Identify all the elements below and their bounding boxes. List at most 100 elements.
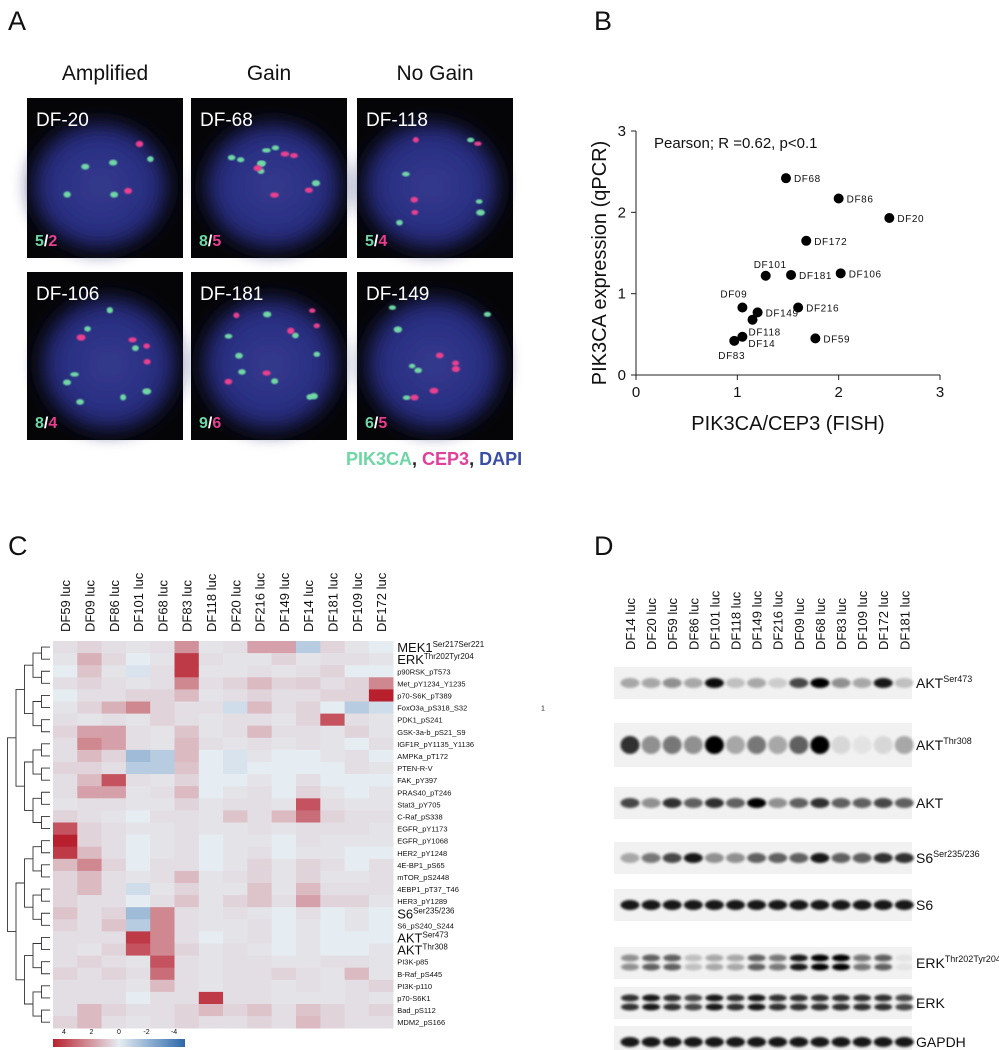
fish-signal [109, 159, 118, 166]
band [874, 1003, 893, 1011]
heatmap-cell [296, 737, 321, 751]
heatmap-cell [368, 725, 394, 739]
pink-count: 5 [212, 233, 221, 250]
heatmap-cell [53, 931, 78, 944]
row-label-sup: Thr202Tyr204 [424, 652, 474, 661]
fish-signal [476, 209, 485, 216]
heatmap-cell [125, 834, 151, 847]
fish-signal [76, 334, 86, 341]
row-label-text: FoxO3a_pS318_S32 [397, 704, 467, 713]
heatmap-cell [271, 895, 297, 908]
heatmap-cell [320, 641, 345, 654]
heatmap-cell [368, 895, 394, 908]
point [884, 213, 895, 224]
heatmap-cell [320, 846, 345, 860]
cell-count: 9/6 [199, 415, 221, 432]
band [620, 1037, 640, 1047]
heatmap-cell [296, 762, 321, 775]
heatmap-cell [101, 907, 127, 920]
band [894, 678, 914, 688]
heatmap-cell [125, 943, 151, 956]
heatmap-cell [368, 689, 394, 702]
heatmap-cell [320, 895, 345, 908]
heatmap-cell [223, 955, 248, 968]
band [768, 853, 788, 863]
heatmap-cell [77, 991, 102, 1005]
point-label: DF59 [823, 334, 850, 345]
heatmap-cell [53, 846, 78, 860]
heatmap-cell [223, 713, 248, 726]
column-header: No Gain [396, 62, 473, 85]
heatmap-cell [271, 919, 297, 932]
heatmap-cell [223, 689, 248, 702]
band [620, 798, 640, 808]
band [620, 900, 640, 910]
row-label: GSK-3a-b_pS21_S9 [397, 728, 465, 737]
heatmap-cell [53, 713, 78, 726]
heatmap-cell [198, 677, 224, 690]
heatmap-cell [101, 858, 127, 872]
fish-signal [429, 387, 439, 394]
heatmap-cell [101, 725, 127, 739]
point-label: DF172 [814, 237, 847, 248]
heatmap-cell [247, 725, 272, 739]
heatmap-cell [198, 822, 224, 835]
heatmap-cell [125, 870, 151, 884]
column-label: DF20 luc [644, 597, 659, 650]
column-label: DF118 luc [729, 591, 744, 650]
heatmap-cell [53, 1016, 78, 1029]
point-label: DF83 [718, 351, 745, 362]
fish-signal [408, 363, 416, 369]
heatmap-cell [223, 653, 248, 666]
heatmap-cell [150, 641, 175, 654]
heatmap-cell [320, 737, 345, 751]
heatmap-cell [320, 774, 345, 787]
heatmap-cell [247, 822, 272, 835]
column-label: DF109 luc [350, 572, 365, 632]
heatmap-cell [247, 931, 272, 944]
heatmap-cell [344, 979, 370, 993]
heatmap-cell [174, 725, 200, 739]
blot-label: S6 [916, 897, 933, 913]
band [810, 963, 829, 971]
heatmap-cell [53, 834, 78, 847]
heatmap-cell [296, 979, 321, 993]
heatmap-cell [101, 834, 127, 847]
column-label: DF101 luc [707, 590, 722, 650]
heatmap-cell [198, 762, 224, 775]
dendrogram-branch [41, 646, 50, 660]
heatmap-cell [150, 665, 175, 678]
band [662, 900, 682, 910]
band [810, 1003, 829, 1011]
band [768, 1003, 787, 1011]
heatmap-cell [247, 955, 272, 968]
heatmap-cell [320, 798, 345, 811]
cell-name: DF-106 [36, 284, 99, 305]
heatmap-cell [320, 701, 345, 714]
band [789, 954, 808, 962]
heatmap-cell [223, 834, 248, 847]
legend-separator: , [412, 449, 422, 469]
column-label: DF118 luc [204, 573, 219, 632]
heatmap-cell [125, 653, 151, 666]
heatmap-cell [344, 701, 370, 714]
green-count: 5 [35, 233, 44, 250]
heatmap-cell [296, 846, 321, 860]
band [874, 954, 893, 962]
heatmap-cell [320, 677, 345, 690]
heatmap-cell [271, 713, 297, 726]
point [833, 193, 844, 204]
band [874, 963, 893, 971]
row-label-sup: Ser217Ser221 [433, 640, 485, 649]
heatmap-cell [198, 749, 224, 763]
heatmap-cell [344, 798, 370, 811]
row-label: p70-S6K_pT389 [397, 691, 452, 700]
heatmap-cell [101, 931, 127, 944]
heatmap-cell [247, 895, 272, 908]
band [810, 853, 830, 863]
fish-signal [263, 311, 272, 318]
heatmap-cell [53, 919, 78, 932]
fish-signal [84, 326, 91, 332]
band [704, 678, 724, 688]
heatmap-cell [344, 762, 370, 775]
